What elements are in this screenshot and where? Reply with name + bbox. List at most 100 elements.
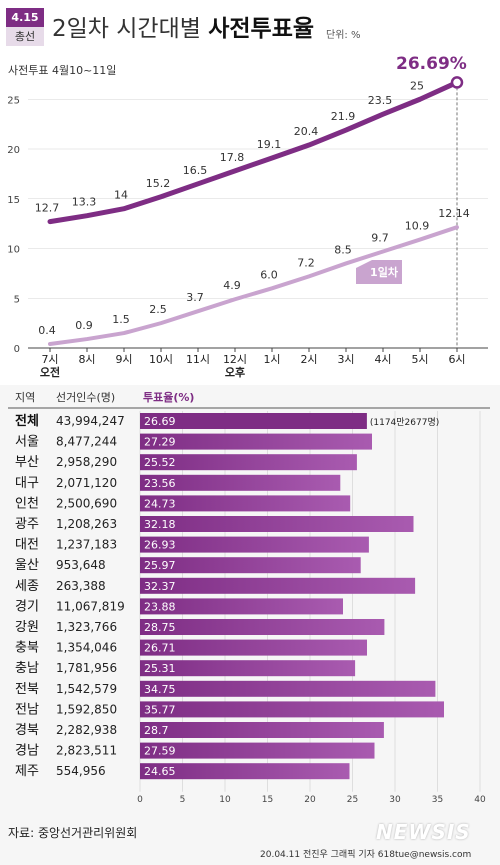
region-label: 전체 — [15, 413, 39, 429]
region-label: 서울 — [15, 435, 39, 450]
region-label: 충남 — [15, 661, 39, 676]
rate-value-label: 26.71 — [144, 642, 176, 655]
day1-value-label: 8.5 — [334, 243, 352, 256]
voter-count: 2,500,690 — [56, 496, 117, 510]
day1-value-label: 12.14 — [438, 207, 470, 220]
day1-label-box — [356, 260, 402, 284]
rate-value-label: 25.97 — [144, 559, 176, 572]
day1-value-label: 1.5 — [112, 313, 130, 326]
rate-value-label: 28.7 — [144, 724, 169, 737]
day2-value-label: 15.2 — [146, 177, 171, 190]
x-tick-label: 0 — [137, 795, 143, 805]
day1-value-label: 0.4 — [38, 324, 56, 337]
bar-chart: 0 5 10 15 20 25 30 35 40 지역 선거인수(명) 투표율(%) 전체 43,994,… — [8, 391, 490, 805]
voter-count: 2,071,120 — [56, 476, 117, 490]
voter-count: 43,994,247 — [56, 414, 125, 428]
rate-bar — [140, 536, 369, 553]
badge-date: 4.15 — [6, 8, 44, 27]
voter-count: 11,067,819 — [56, 599, 125, 613]
y-tick-label: 10 — [7, 245, 20, 256]
col-header-region: 지역 — [15, 391, 35, 404]
voter-count: 554,956 — [56, 764, 106, 778]
day2-value-label: 20.4 — [294, 125, 319, 138]
period-pm-label: 오후 — [225, 365, 245, 379]
rate-value-label: 25.52 — [144, 456, 176, 469]
rate-value-label: 35.77 — [144, 703, 176, 716]
day2-value-label: 14 — [114, 189, 128, 202]
rate-value-label: 23.88 — [144, 600, 176, 613]
rate-value-label: 24.73 — [144, 497, 176, 510]
x-tick-label: 1시 — [263, 353, 280, 366]
voter-count: 1,542,579 — [56, 682, 117, 696]
rate-bar — [140, 639, 367, 656]
x-tick-label: 2시 — [300, 353, 317, 366]
rate-bar — [140, 619, 385, 635]
voter-count: 8,477,244 — [56, 435, 117, 449]
x-tick-label: 30 — [389, 795, 401, 805]
rate-value-label: 32.37 — [144, 580, 176, 593]
x-tick-label: 12시 — [223, 353, 247, 366]
voter-count: 1,354,046 — [56, 641, 117, 655]
newsis-watermark: NEWSIS — [376, 820, 471, 844]
x-tick-label: 4시 — [374, 353, 391, 366]
x-tick-label: 25 — [347, 795, 358, 805]
voter-count: 1,781,956 — [56, 661, 117, 675]
x-tick-label: 20 — [304, 795, 316, 805]
credit-line: 20.04.11 전진우 그래픽 기자 618tue@newsis.com — [260, 850, 472, 860]
chart-title: 2일차 시간대별 사전투표율 — [52, 9, 314, 43]
rate-value-label: 26.69 — [144, 415, 176, 428]
x-tick-label: 8시 — [78, 353, 95, 366]
region-label: 경북 — [15, 723, 39, 738]
region-label: 충북 — [15, 641, 39, 656]
peak-value-label: 26.69% — [396, 54, 467, 74]
region-label: 경기 — [15, 599, 39, 614]
voter-count: 1,323,766 — [56, 620, 117, 634]
region-label: 대구 — [15, 476, 39, 491]
x-tick-label: 5 — [180, 795, 186, 805]
rate-bar — [140, 742, 375, 759]
voter-count: 263,388 — [56, 579, 106, 593]
day1-value-label: 4.9 — [223, 279, 241, 292]
rate-bar — [140, 413, 367, 429]
y-tick-label: 5 — [14, 294, 20, 305]
voter-count: 2,282,938 — [56, 723, 117, 737]
region-label: 강원 — [15, 620, 39, 635]
region-label: 경남 — [15, 744, 39, 759]
rate-bar — [140, 516, 414, 532]
rate-value-label: 26.93 — [144, 539, 176, 552]
rate-bar — [140, 701, 444, 718]
day1-series-label: 1일차 — [370, 265, 399, 279]
x-tick-label: 3시 — [337, 353, 354, 366]
rate-bar — [140, 660, 356, 677]
day2-value-label: 13.3 — [72, 196, 97, 209]
day2-value-label: 25 — [410, 79, 424, 92]
x-tick-label: 5시 — [411, 353, 428, 366]
x-tick-label: 15 — [262, 795, 273, 805]
col-header-voters: 선거인수(명) — [56, 391, 115, 404]
rate-value-label: 27.29 — [144, 436, 176, 449]
voter-count: 1,208,263 — [56, 517, 117, 531]
rate-bar — [140, 474, 341, 491]
period-am-label: 오전 — [40, 365, 60, 379]
rate-bar — [140, 680, 436, 697]
y-tick-label: 20 — [7, 145, 20, 156]
rate-value-label: 32.18 — [144, 518, 176, 531]
day1-value-label: 6.0 — [260, 268, 278, 281]
day1-value-label: 7.2 — [297, 256, 315, 269]
voter-count: 2,958,290 — [56, 455, 117, 469]
voter-count: 1,237,183 — [56, 538, 117, 552]
day1-line — [48, 225, 459, 347]
election-badge: 4.15 총선 — [6, 8, 44, 46]
region-label: 울산 — [15, 558, 39, 573]
y-tick-label: 0 — [14, 344, 20, 355]
x-tick-label: 35 — [432, 795, 443, 805]
region-label: 전북 — [15, 682, 39, 697]
day2-value-label: 17.8 — [220, 151, 245, 164]
day1-value-label: 0.9 — [75, 319, 93, 332]
total-voters-note: (1174만2677명) — [370, 417, 439, 428]
region-label: 광주 — [15, 517, 39, 532]
col-header-rate: 투표율(%) — [143, 391, 194, 404]
voter-count: 2,823,511 — [56, 744, 117, 758]
